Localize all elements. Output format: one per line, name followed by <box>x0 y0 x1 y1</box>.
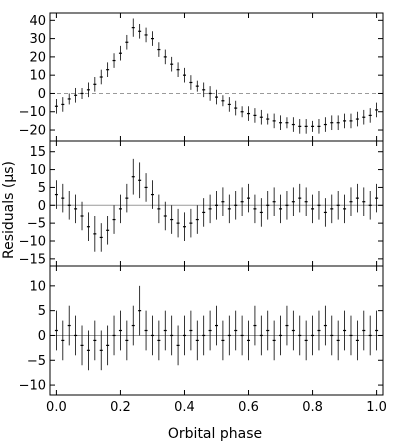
panel-frame <box>49 265 384 396</box>
y-tick-label: −15 <box>19 252 46 267</box>
x-tick-label: 0.6 <box>238 400 259 415</box>
y-tick-label: 10 <box>29 69 46 84</box>
x-tick-label: 0.0 <box>46 400 67 415</box>
y-tick-label: 0 <box>38 199 46 214</box>
y-tick-label: 15 <box>29 145 46 160</box>
panels: −20 −10 0 10 20 30 40 −15 −10 −5 0 5 10 15 −10 −5 0 5 10 0.… <box>19 12 387 415</box>
y-tick-label: −20 <box>19 124 46 139</box>
x-tick-label: 0.8 <box>302 400 323 415</box>
y-tick-label: 20 <box>29 50 46 65</box>
y-tick-label: 5 <box>38 181 46 196</box>
panel-middle: −15 −10 −5 0 5 10 15 <box>19 140 384 267</box>
y-tick-label: 10 <box>29 163 46 178</box>
y-tick-label: 30 <box>29 32 46 47</box>
x-tick-label: 0.2 <box>110 400 131 415</box>
y-tick-label: 5 <box>38 304 46 319</box>
x-axis-label: Orbital phase <box>168 426 262 442</box>
y-tick-label: 0 <box>38 87 46 102</box>
y-tick-label: −10 <box>19 105 46 120</box>
x-tick-label: 0.4 <box>174 400 195 415</box>
panel-bottom: −10 −5 0 5 10 0.0 0.2 0.4 0.6 0.8 1.0 <box>19 265 387 415</box>
y-tick-label: −5 <box>27 217 46 232</box>
y-tick-label: −5 <box>27 354 46 369</box>
x-tick-label: 1.0 <box>366 400 387 415</box>
y-tick-label: 40 <box>29 14 46 29</box>
panel-top: −20 −10 0 10 20 30 40 <box>19 12 384 142</box>
y-tick-label: 0 <box>38 329 46 344</box>
y-tick-label: 10 <box>29 279 46 294</box>
y-tick-label: −10 <box>19 379 46 394</box>
y-tick-label: −10 <box>19 235 46 250</box>
y-axis-label: Residuals (μs) <box>1 161 17 259</box>
